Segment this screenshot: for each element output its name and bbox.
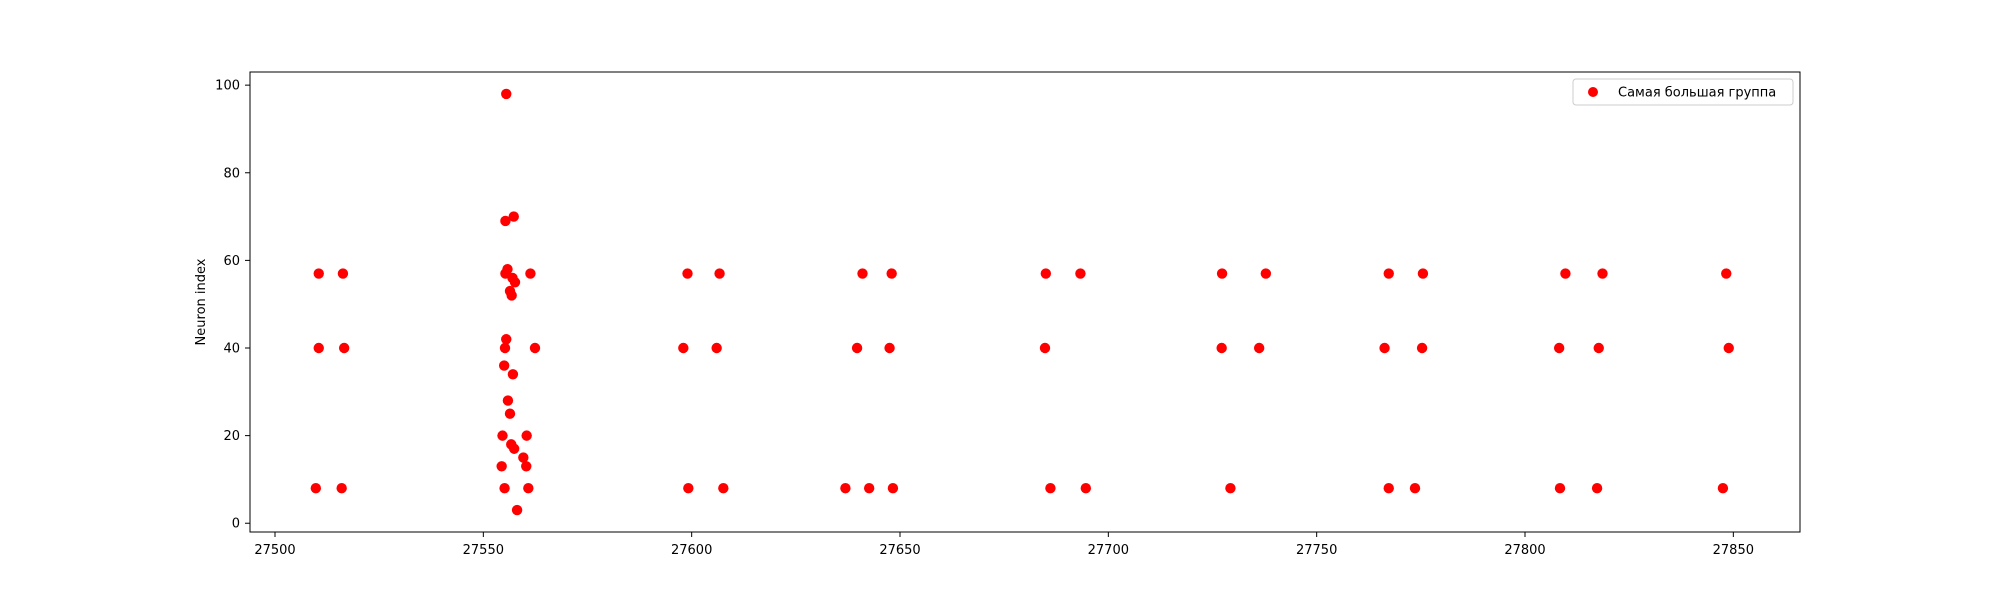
legend: Самая большая группа — [1572, 78, 1794, 106]
y-tick-label-40: 40 — [223, 342, 240, 357]
data-point-0-42 — [863, 482, 875, 494]
data-point-0-35 — [683, 482, 694, 494]
data-point-0-6 — [501, 88, 512, 100]
data-point-0-15 — [525, 268, 536, 279]
data-point-0-1 — [313, 342, 324, 354]
data-point-0-52 — [1216, 342, 1227, 354]
data-point-0-41 — [840, 482, 851, 494]
data-point-0-49 — [1075, 268, 1086, 279]
data-point-0-4 — [338, 342, 350, 354]
data-point-0-70 — [1717, 482, 1729, 494]
data-point-0-51 — [1216, 268, 1228, 279]
x-tick-label-27700: 27700 — [1088, 543, 1129, 558]
plot-frame — [249, 71, 1801, 533]
data-point-0-22 — [504, 408, 516, 419]
y-axis-label: Neuron index — [194, 258, 209, 345]
x-tick-label-27800: 27800 — [1504, 543, 1545, 558]
data-point-0-36 — [714, 268, 725, 279]
y-tick-label-80: 80 — [223, 166, 240, 181]
data-point-0-0 — [313, 268, 324, 279]
x-tick-label-27600: 27600 — [671, 543, 712, 558]
data-point-0-19 — [498, 360, 510, 371]
data-point-0-68 — [1721, 268, 1732, 279]
legend-box — [1572, 78, 1794, 106]
data-point-0-16 — [501, 334, 512, 345]
data-point-0-65 — [1597, 268, 1608, 279]
data-point-0-27 — [518, 452, 529, 463]
data-point-0-58 — [1383, 482, 1394, 494]
data-point-0-56 — [1383, 268, 1394, 279]
y-tick-label-100: 100 — [215, 79, 240, 94]
x-tick-label-27750: 27750 — [1296, 543, 1337, 558]
data-point-0-43 — [886, 268, 897, 279]
data-point-0-39 — [857, 268, 868, 279]
data-point-0-10 — [502, 263, 513, 275]
data-point-0-26 — [508, 443, 520, 454]
data-point-0-45 — [887, 482, 899, 494]
data-point-0-37 — [711, 342, 722, 354]
y-tick-label-0: 0 — [232, 517, 240, 532]
data-point-0-66 — [1593, 342, 1604, 354]
data-point-0-14 — [506, 290, 517, 301]
y-tick-label-60: 60 — [223, 254, 240, 269]
data-point-0-46 — [1040, 268, 1052, 279]
data-point-0-33 — [682, 268, 693, 279]
data-point-0-30 — [499, 482, 510, 494]
legend-label: Самая большая группа — [1618, 86, 1776, 101]
data-point-0-12 — [509, 277, 521, 288]
data-point-0-18 — [529, 342, 541, 354]
data-point-0-60 — [1416, 342, 1428, 354]
x-tick-label-27550: 27550 — [463, 543, 504, 558]
data-point-0-28 — [496, 461, 507, 472]
data-point-0-61 — [1409, 482, 1421, 494]
data-point-0-54 — [1260, 268, 1272, 279]
data-point-0-23 — [497, 430, 508, 441]
data-point-0-3 — [337, 268, 349, 279]
data-point-0-17 — [499, 342, 511, 354]
data-point-0-34 — [678, 342, 689, 354]
data-point-0-2 — [310, 482, 322, 494]
data-point-0-57 — [1379, 342, 1390, 354]
legend-marker — [1588, 87, 1598, 97]
data-point-0-55 — [1253, 342, 1265, 354]
data-point-0-31 — [523, 482, 534, 494]
data-point-0-21 — [502, 395, 514, 406]
y-axis: 0 20 40 60 80 100 — [215, 79, 250, 532]
data-point-0-20 — [507, 369, 519, 380]
data-point-0-29 — [521, 461, 532, 472]
data-point-0-50 — [1080, 482, 1092, 494]
x-tick-label-27500: 27500 — [254, 543, 295, 558]
data-point-0-7 — [508, 211, 519, 222]
data-point-0-5 — [336, 482, 347, 494]
x-axis: 27500 27550 27600 27650 27700 27750 27800 27850 — [254, 532, 1754, 558]
x-tick-label-27850: 27850 — [1713, 543, 1754, 558]
data-point-0-53 — [1225, 482, 1236, 494]
data-point-0-8 — [500, 215, 511, 227]
data-point-0-32 — [511, 504, 523, 516]
y-tick-label-20: 20 — [223, 429, 240, 444]
data-points — [310, 88, 1734, 516]
data-point-0-64 — [1554, 482, 1566, 494]
data-point-0-38 — [718, 482, 729, 494]
data-point-0-63 — [1553, 342, 1565, 354]
data-point-0-59 — [1417, 268, 1429, 279]
data-point-0-69 — [1723, 342, 1734, 354]
data-point-0-62 — [1560, 268, 1571, 279]
data-point-0-47 — [1039, 342, 1051, 354]
data-point-0-48 — [1045, 482, 1056, 494]
data-point-0-40 — [851, 342, 863, 354]
data-point-0-67 — [1591, 482, 1603, 494]
data-point-0-44 — [884, 342, 895, 354]
x-tick-label-27650: 27650 — [879, 543, 920, 558]
data-point-0-24 — [521, 430, 532, 441]
